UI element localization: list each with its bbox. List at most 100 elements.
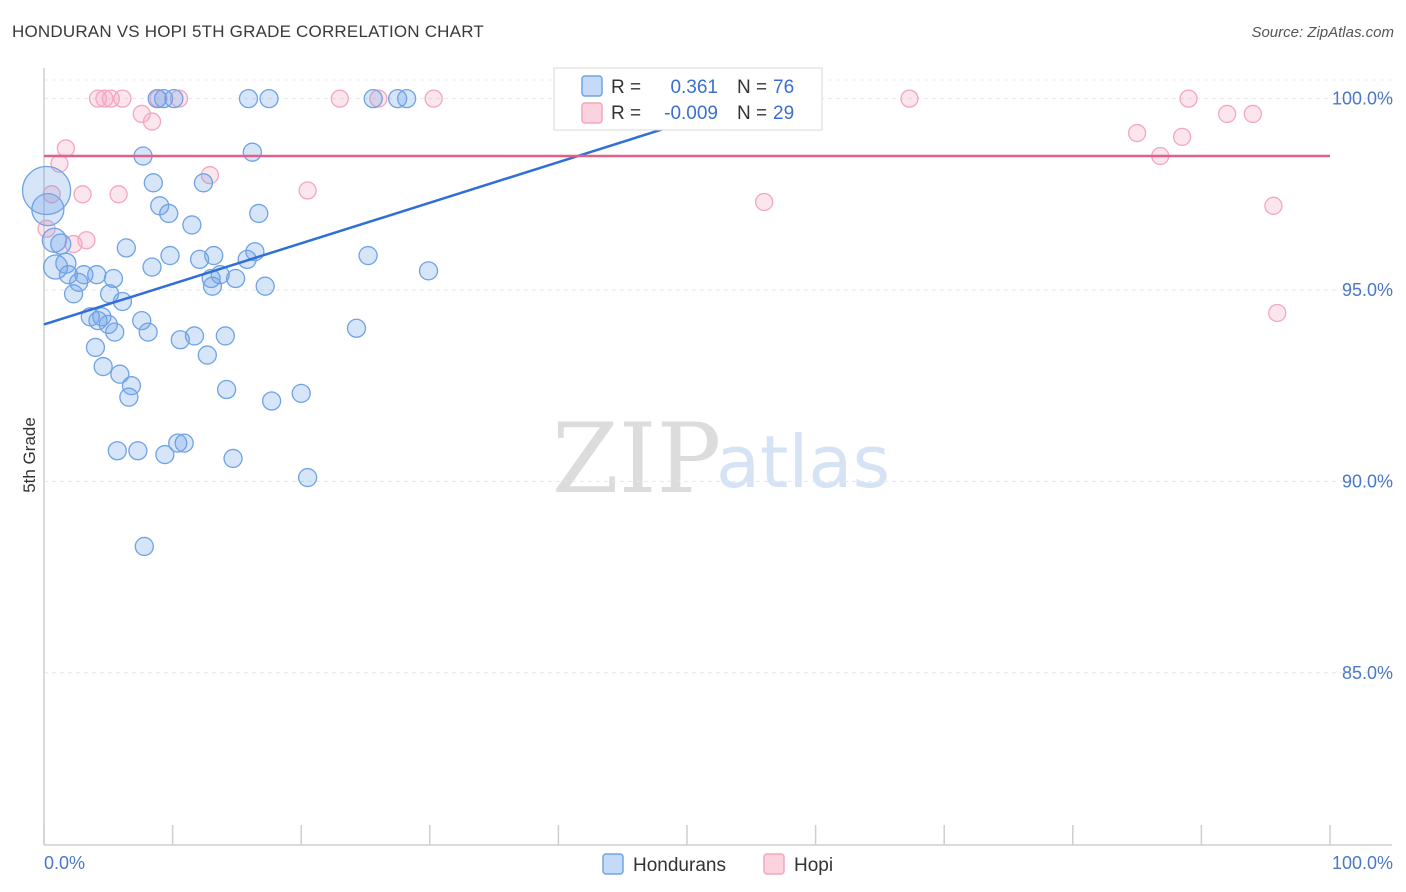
honduran-point [58, 265, 79, 285]
honduran-point [50, 233, 72, 255]
honduran-point [261, 391, 282, 411]
hopi-point [113, 89, 132, 108]
honduran-point [128, 441, 148, 461]
honduran-point [346, 318, 367, 338]
hopi-point [142, 112, 162, 131]
honduran-point [397, 88, 417, 109]
x-axis-ticks [43, 825, 1331, 845]
hopi-point [330, 89, 349, 108]
hopi-point [755, 192, 774, 212]
honduran-point [105, 322, 125, 342]
legend-n-label-1: N = [737, 77, 767, 98]
legend-n-value-hondurans: 76 [773, 77, 794, 98]
watermark-atlas: atlas [716, 420, 890, 504]
honduran-point [255, 276, 275, 296]
honduran-point [164, 88, 184, 109]
hopi-point [424, 89, 443, 108]
bottom-legend-label-hondurans: Hondurans [633, 855, 726, 876]
honduran-point [21, 165, 72, 216]
hopi-point [169, 89, 189, 108]
honduran-point [153, 88, 174, 109]
trend-lines [43, 120, 1330, 326]
honduran-point [215, 326, 235, 346]
hopi-point [56, 139, 76, 158]
honduran-point [168, 433, 188, 453]
honduran-point [170, 330, 190, 350]
hopi-point [1243, 104, 1262, 124]
honduran-point [202, 276, 223, 296]
legend-r-value-hondurans: 0.361 [670, 77, 718, 98]
honduran-point [159, 203, 179, 224]
honduran-point [107, 441, 127, 461]
honduran-point [184, 326, 205, 346]
honduran-point [132, 310, 152, 331]
chart-title: HONDURAN VS HOPI 5TH GRADE CORRELATION C… [12, 22, 484, 41]
honduran-point [143, 173, 163, 193]
honduran-point [358, 245, 378, 266]
hondurans-series [21, 88, 671, 557]
honduran-point [238, 88, 259, 109]
honduran-point [42, 254, 69, 280]
honduran-point [87, 265, 107, 285]
honduran-point [92, 307, 112, 327]
hopi-point [369, 89, 388, 108]
honduran-point [98, 314, 118, 335]
honduran-point [242, 142, 262, 162]
honduran-point [193, 173, 214, 193]
honduran-point [216, 379, 237, 400]
honduran-point [291, 383, 311, 403]
y-axis-tick-labels: 85.0% 90.0% 95.0% 100.0% [1332, 89, 1393, 683]
y-tick-label: 100.0% [1332, 89, 1393, 109]
hopi-point [1217, 104, 1237, 124]
stats-legend: R = 0.361 N = 76 R = -0.009 N = 29 [553, 67, 823, 131]
series-legend: Hondurans Hopi [602, 853, 833, 876]
honduran-point [134, 536, 154, 557]
honduran-point [160, 245, 180, 266]
bottom-legend-swatch-hondurans [602, 853, 624, 875]
honduran-point [174, 433, 194, 453]
hopi-point [1127, 123, 1147, 143]
honduran-point [223, 448, 243, 469]
legend-n-label-2: N = [737, 103, 767, 124]
y-tick-label: 85.0% [1342, 663, 1393, 683]
legend-r-label-2: R = [611, 103, 641, 124]
hopi-point [1264, 196, 1283, 215]
bottom-legend-label-hopi: Hopi [794, 855, 833, 876]
honduran-point [138, 322, 158, 342]
hopi-point [900, 89, 919, 108]
honduran-point [121, 376, 142, 396]
honduran-point [110, 364, 130, 384]
honduran-point [116, 238, 136, 258]
grid [44, 79, 1392, 674]
x-tick-label-min: 0.0% [44, 853, 85, 873]
hopi-point [77, 231, 96, 250]
hopi-point [1172, 127, 1192, 147]
hopi-point [1268, 303, 1287, 323]
legend-r-value-hopi: -0.009 [664, 103, 718, 124]
honduran-point [249, 203, 269, 224]
honduran-point [93, 356, 113, 377]
honduran-point [189, 249, 210, 270]
honduran-point [197, 345, 217, 365]
honduran-point [85, 337, 106, 358]
hopi-point [109, 185, 128, 204]
hopi-point [298, 181, 317, 200]
watermark-zip: ZIP [552, 403, 721, 515]
honduran-point [142, 257, 162, 277]
honduran-point [204, 245, 224, 266]
legend-r-label-1: R = [611, 77, 641, 98]
honduran-point [155, 444, 175, 465]
y-tick-label: 90.0% [1342, 471, 1393, 491]
hopi-point [1179, 89, 1198, 108]
hopi-point [73, 185, 92, 204]
honduran-point [119, 387, 139, 407]
honduran-point [259, 88, 279, 109]
hopi-point [95, 89, 114, 108]
x-tick-label-max: 100.0% [1332, 853, 1393, 873]
honduran-point [363, 88, 383, 109]
hopi-point [200, 166, 220, 185]
legend-swatch-hopi [581, 102, 603, 124]
y-tick-label: 95.0% [1342, 280, 1393, 300]
honduran-point [55, 252, 77, 274]
